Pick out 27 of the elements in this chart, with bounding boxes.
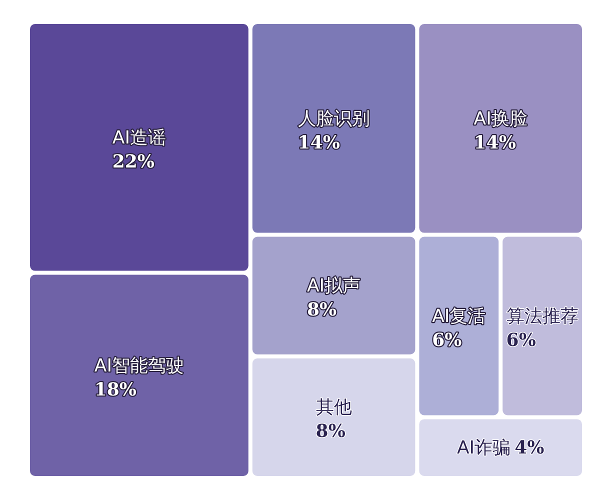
category-label: AI诈骗	[456, 438, 511, 459]
cell: AI拟声 8%	[252, 236, 416, 354]
cell: 人脸识别 14%	[252, 24, 416, 233]
data-label: 4%	[514, 438, 544, 459]
cell: 算法推荐 6%	[502, 236, 582, 416]
data-label: 6%	[506, 330, 536, 351]
category-label: AI造谣	[112, 127, 166, 148]
data-label: 14%	[298, 132, 340, 154]
category-label: 其他	[316, 397, 352, 418]
data-label: 14%	[474, 132, 516, 154]
data-label: 6%	[432, 330, 462, 351]
data-label: 18%	[94, 379, 137, 400]
cell: AI复活 6%	[419, 236, 499, 416]
category-label: AI拟声	[306, 276, 361, 297]
category-label: AI智能驾驶	[94, 355, 184, 376]
cell: AI造谣 22%	[30, 24, 248, 271]
cell: AI换脸 14%	[419, 24, 582, 233]
cell: AI智能驾驶 18%	[30, 274, 248, 476]
category-label: AI复活	[432, 306, 486, 327]
data-label: 22%	[112, 151, 155, 172]
cell: 其他 8%	[252, 358, 416, 476]
data-label: 8%	[306, 300, 337, 321]
category-label: 人脸识别	[298, 108, 370, 130]
data-label: 8%	[316, 421, 346, 442]
category-label: 算法推荐	[506, 306, 578, 327]
cell: AI诈骗 4%	[419, 419, 582, 476]
category-label: AI换脸	[474, 108, 528, 130]
